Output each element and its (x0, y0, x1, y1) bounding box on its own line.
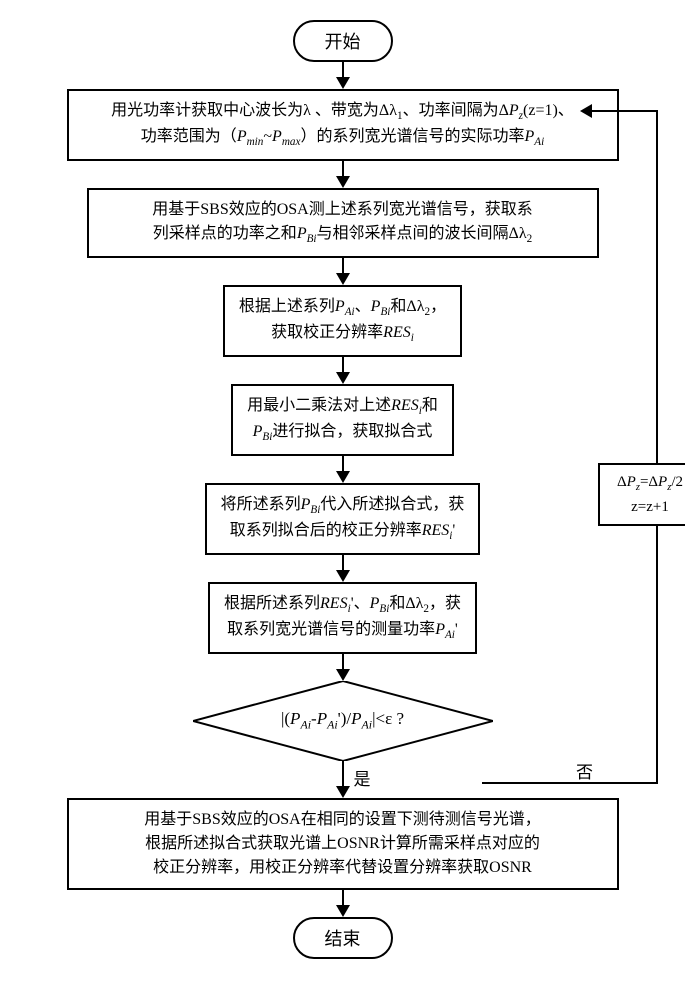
decision-diamond: |(PAi-PAi')/PAi|<ε ? (193, 681, 493, 761)
conn-1 (336, 161, 350, 188)
step6-box: 根据所述系列RESi'、PBi和Δλ2，获 取系列宽光谱信号的测量功率PAi' (208, 582, 477, 654)
conn-3 (336, 357, 350, 384)
step3-box: 根据上述系列PAi、PBi和Δλ2， 获取校正分辨率RESi (223, 285, 462, 357)
conn-0 (336, 62, 350, 89)
feedback-v1 (656, 111, 658, 463)
feedback-arrow (580, 104, 592, 118)
end-terminator: 结束 (293, 917, 393, 959)
decision-text: |(PAi-PAi')/PAi|<ε ? (281, 709, 404, 732)
step1-box: 用光功率计获取中心波长为λ 、带宽为Δλ1、功率间隔为ΔPz(z=1)、 功率范… (67, 89, 619, 161)
flowchart-root: 否 ΔPz=ΔPz/2 z=z+1 开始 用光功率计获取中心波长为λ 、带宽为Δ… (20, 20, 665, 959)
conn-7: 是 (336, 761, 350, 798)
conn-6 (336, 654, 350, 681)
decision-no-label: 否 (576, 758, 593, 783)
feedback-h1 (482, 782, 658, 784)
step4-box: 用最小二乘法对上述RESi和 PBi进行拟合，获取拟合式 (231, 384, 454, 456)
feedback-line1: ΔPz=ΔPz/2 (604, 471, 685, 496)
conn-5 (336, 555, 350, 582)
conn-8 (336, 890, 350, 917)
step7-box: 用基于SBS效应的OSA在相同的设置下测待测信号光谱， 根据所述拟合式获取光谱上… (67, 798, 619, 890)
feedback-h2 (591, 110, 658, 112)
start-terminator: 开始 (293, 20, 393, 62)
feedback-line2: z=z+1 (604, 496, 685, 519)
step5-box: 将所述系列PBi代入所述拟合式，获 取系列拟合后的校正分辨率RESi' (205, 483, 481, 555)
decision-yes-label: 是 (354, 765, 371, 790)
feedback-box: ΔPz=ΔPz/2 z=z+1 (598, 463, 685, 526)
conn-4 (336, 456, 350, 483)
step2-box: 用基于SBS效应的OSA测上述系列宽光谱信号，获取系 列采样点的功率之和PBi与… (87, 188, 599, 258)
conn-2 (336, 258, 350, 285)
feedback-v2 (656, 518, 658, 784)
